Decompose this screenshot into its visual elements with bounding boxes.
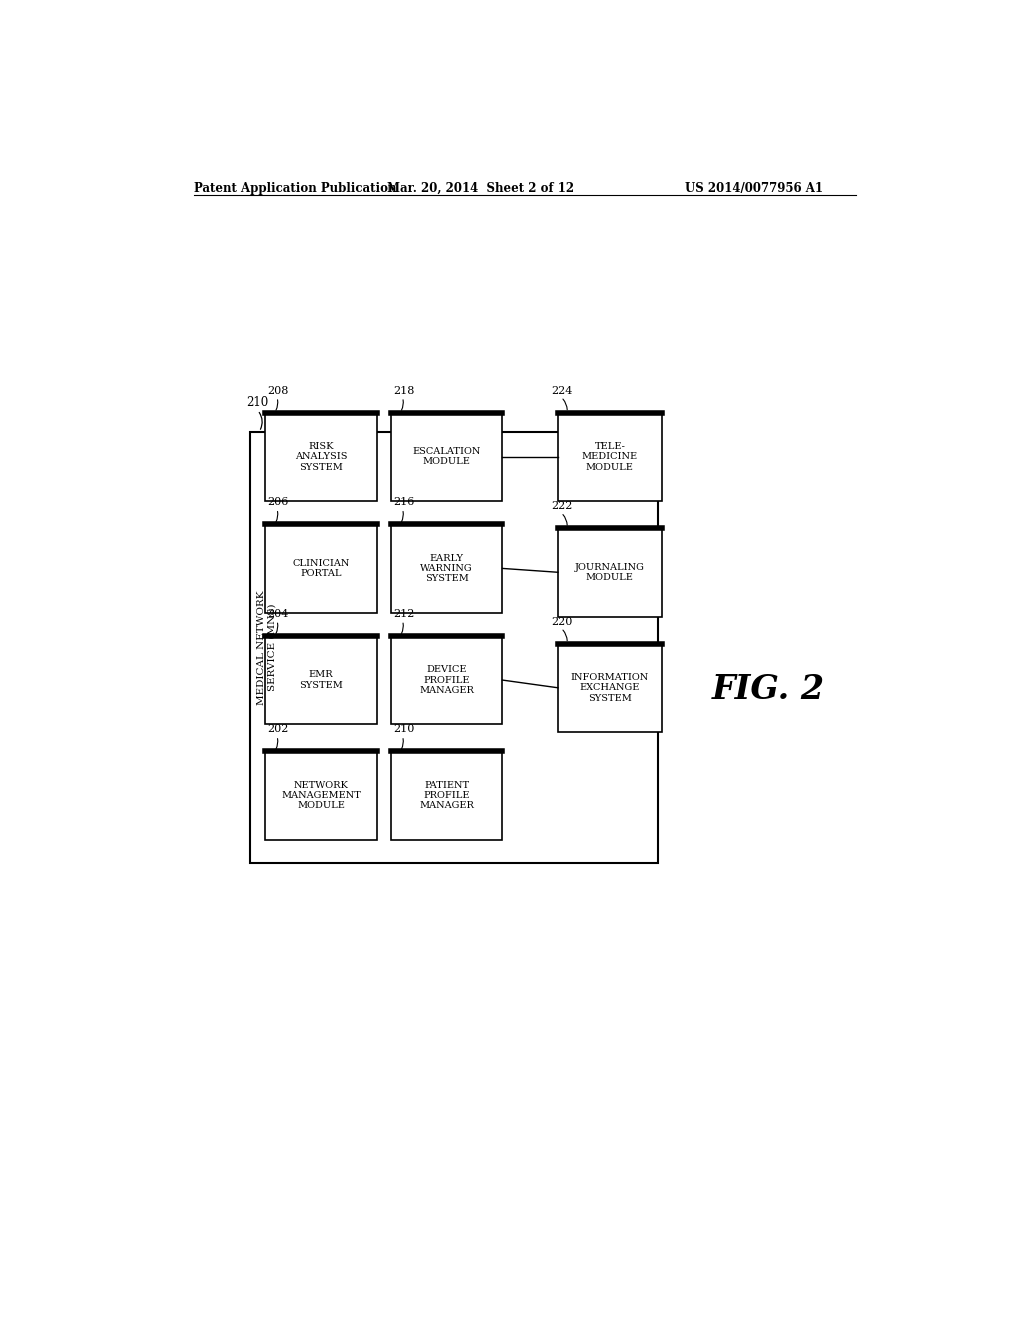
Text: 216: 216: [393, 498, 415, 507]
Bar: [558, 528, 662, 616]
Text: 224: 224: [552, 385, 573, 396]
Text: RISK
ANALYSIS
SYSTEM: RISK ANALYSIS SYSTEM: [295, 442, 347, 471]
Text: PATIENT
PROFILE
MANAGER: PATIENT PROFILE MANAGER: [419, 780, 474, 810]
Bar: [391, 524, 503, 612]
Text: 206: 206: [267, 498, 289, 507]
Text: MEDICAL NETWORK
SERVICE (MNS): MEDICAL NETWORK SERVICE (MNS): [257, 590, 276, 705]
Bar: [250, 432, 658, 863]
Text: Patent Application Publication: Patent Application Publication: [194, 182, 396, 194]
Text: EMR
SYSTEM: EMR SYSTEM: [299, 671, 343, 690]
Text: ESCALATION
MODULE: ESCALATION MODULE: [413, 447, 481, 466]
Text: 222: 222: [552, 502, 573, 511]
Bar: [558, 413, 662, 502]
Bar: [265, 524, 377, 612]
Text: NETWORK
MANAGEMENT
MODULE: NETWORK MANAGEMENT MODULE: [282, 780, 361, 810]
Text: US 2014/0077956 A1: US 2014/0077956 A1: [685, 182, 823, 194]
Bar: [391, 636, 503, 725]
Text: 204: 204: [267, 609, 289, 619]
Text: 220: 220: [552, 616, 573, 627]
Text: JOURNALING
MODULE: JOURNALING MODULE: [574, 562, 645, 582]
Text: EARLY
WARNING
SYSTEM: EARLY WARNING SYSTEM: [420, 553, 473, 583]
Bar: [391, 413, 503, 502]
Bar: [265, 636, 377, 725]
Text: CLINICIAN
PORTAL: CLINICIAN PORTAL: [293, 558, 350, 578]
Text: Mar. 20, 2014  Sheet 2 of 12: Mar. 20, 2014 Sheet 2 of 12: [387, 182, 574, 194]
Text: DEVICE
PROFILE
MANAGER: DEVICE PROFILE MANAGER: [419, 665, 474, 694]
Text: 212: 212: [393, 609, 415, 619]
Text: 210: 210: [246, 396, 268, 409]
Text: 208: 208: [267, 385, 289, 396]
Text: 218: 218: [393, 385, 415, 396]
Bar: [391, 751, 503, 840]
Bar: [265, 751, 377, 840]
Text: 202: 202: [267, 725, 289, 734]
Text: INFORMATION
EXCHANGE
SYSTEM: INFORMATION EXCHANGE SYSTEM: [570, 673, 649, 702]
Text: FIG. 2: FIG. 2: [712, 673, 825, 706]
Text: TELE-
MEDICINE
MODULE: TELE- MEDICINE MODULE: [582, 442, 638, 471]
Bar: [265, 413, 377, 502]
Text: 210: 210: [393, 725, 415, 734]
Bar: [558, 644, 662, 733]
